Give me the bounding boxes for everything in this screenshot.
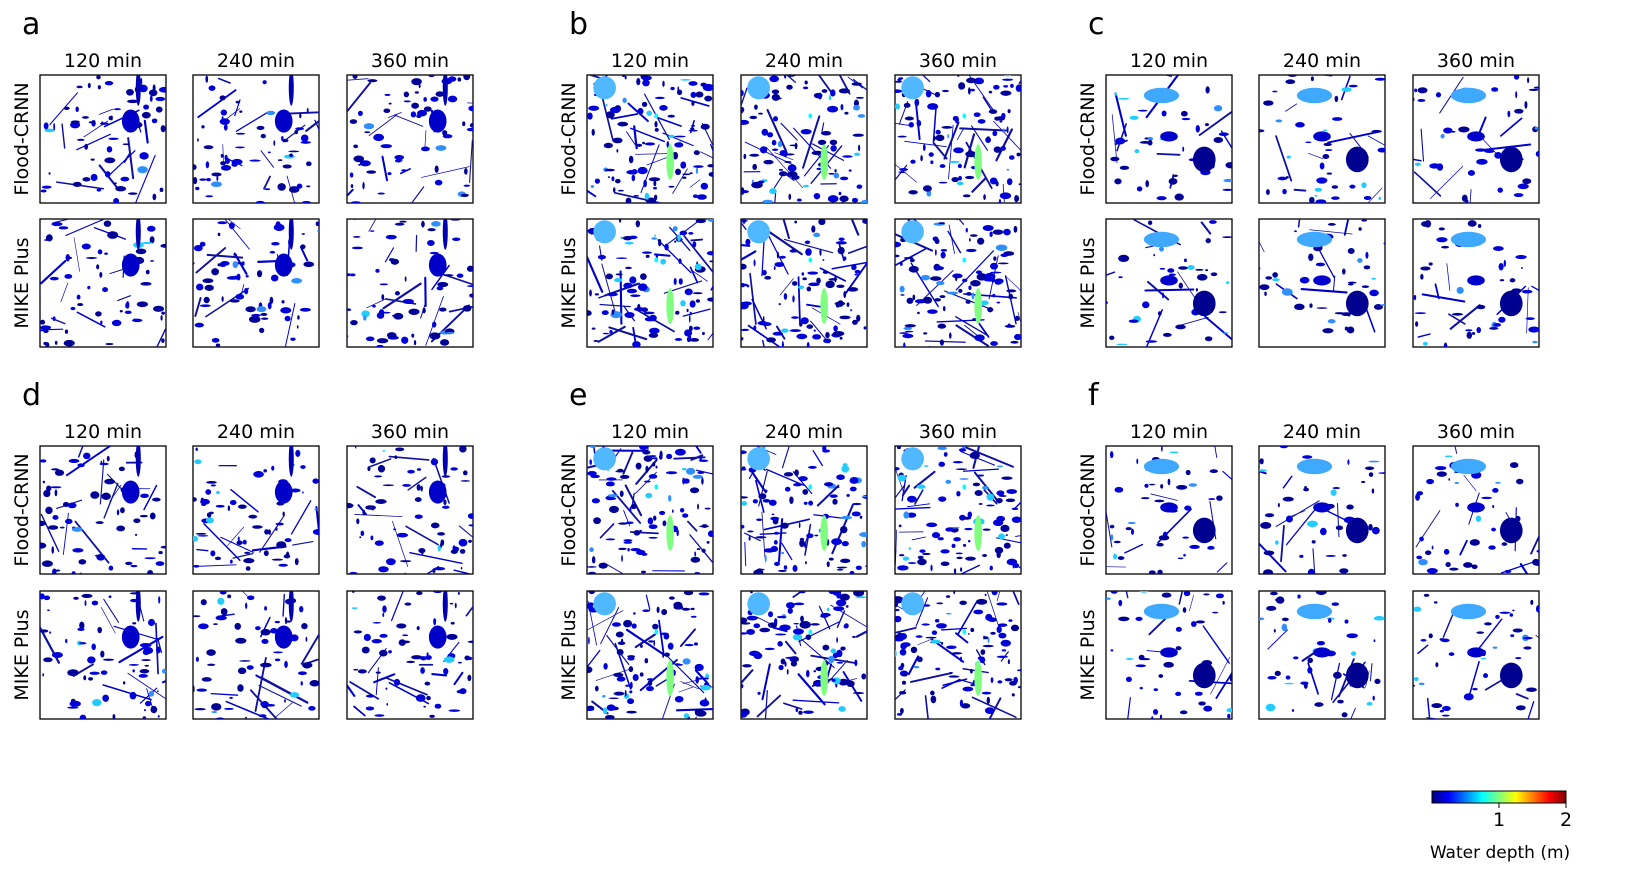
flood-depth-map — [1259, 591, 1385, 719]
time-label: 360 min — [919, 50, 997, 72]
panel-letter: d — [22, 378, 41, 413]
colorbar-label: Water depth (m) — [1430, 843, 1570, 863]
flood-depth-map — [1106, 591, 1232, 719]
time-label: 240 min — [217, 50, 295, 72]
map-frame — [346, 74, 474, 204]
flood-depth-map — [40, 446, 166, 574]
flood-depth-map — [1106, 219, 1232, 347]
time-label: 120 min — [611, 421, 689, 443]
flood-depth-map — [193, 446, 319, 571]
panel-letter: e — [569, 378, 587, 413]
flood-depth-map — [347, 219, 473, 347]
flood-depth-map — [895, 591, 1021, 719]
time-label: 240 min — [1283, 421, 1361, 443]
panel-letter: c — [1088, 7, 1105, 42]
model-label: Flood-CRNN — [558, 453, 580, 566]
model-label: Flood-CRNN — [558, 82, 580, 195]
flood-depth-map — [895, 75, 1021, 203]
flood-depth-map — [40, 591, 166, 719]
panel-e: e 120 min 240 min 360 min Flood-CRNN MIKE Plu… — [558, 378, 1022, 720]
time-label: 120 min — [1130, 50, 1208, 72]
flood-depth-map — [193, 219, 319, 347]
panel-d: d 120 min 240 min 360 min Flood-CRNN MIKE Plu… — [11, 378, 474, 720]
time-label: 360 min — [1437, 50, 1515, 72]
panel-f: f 120 min 240 min 360 min Flood-CRNN MIKE Plu… — [1077, 378, 1540, 720]
map-frame — [192, 74, 320, 204]
panel-b: b 120 min 240 min 360 min Flood-CRNN MIKE Plu… — [558, 7, 1022, 348]
flood-depth-map — [347, 446, 473, 574]
model-label: Flood-CRNN — [11, 453, 33, 566]
flood-depth-map — [1413, 219, 1539, 347]
flood-depth-map — [895, 446, 1021, 574]
flood-depth-map — [587, 446, 713, 574]
model-label: MIKE Plus — [1077, 237, 1099, 328]
model-label: MIKE Plus — [11, 609, 33, 700]
panel-c: c 120 min 240 min 360 min Flood-CRNN MIKE Plu… — [1077, 7, 1540, 348]
map-frame — [346, 218, 474, 348]
panel-letter: a — [22, 7, 40, 42]
panel-letter: f — [1088, 378, 1100, 413]
flood-depth-map — [741, 591, 867, 719]
time-label: 240 min — [217, 421, 295, 443]
flood-depth-map — [741, 446, 867, 574]
time-label: 120 min — [611, 50, 689, 72]
model-label: MIKE Plus — [11, 237, 33, 328]
time-label: 240 min — [765, 421, 843, 443]
flood-depth-map — [40, 219, 166, 347]
model-label: Flood-CRNN — [1077, 453, 1099, 566]
time-label: 240 min — [1283, 50, 1361, 72]
flood-depth-map — [587, 591, 713, 719]
flood-depth-map — [587, 219, 713, 347]
model-label: MIKE Plus — [1077, 609, 1099, 700]
time-label: 360 min — [371, 50, 449, 72]
time-label: 120 min — [64, 421, 142, 443]
flood-depth-map — [895, 219, 1021, 347]
colorbar-tick-label: 2 — [1560, 809, 1572, 831]
flood-depth-map — [741, 75, 867, 203]
flood-depth-map — [347, 75, 473, 203]
flood-depth-map — [193, 591, 319, 719]
flood-depth-map — [1413, 593, 1539, 719]
flood-depth-map — [741, 219, 867, 347]
time-label: 120 min — [1130, 421, 1208, 443]
model-label: MIKE Plus — [558, 237, 580, 328]
flood-depth-map — [587, 75, 713, 203]
flood-depth-map — [1259, 446, 1385, 574]
model-label: Flood-CRNN — [1077, 82, 1099, 195]
flood-depth-map — [1415, 446, 1539, 574]
model-label: Flood-CRNN — [11, 82, 33, 195]
flood-depth-map — [193, 75, 319, 203]
panel-a: a 120 min 240 min 360 min Flood-CRNN MIKE Plu… — [11, 7, 474, 348]
flood-depth-map — [1413, 75, 1539, 203]
colorbar-tick-label: 1 — [1493, 809, 1505, 831]
map-frame — [39, 74, 167, 204]
flood-depth-map — [40, 75, 166, 203]
time-label: 360 min — [371, 421, 449, 443]
flood-depth-map — [1110, 75, 1232, 201]
time-label: 240 min — [765, 50, 843, 72]
time-label: 360 min — [919, 421, 997, 443]
panels-layer: a 120 min 240 min 360 min Flood-CRNN MIKE Plu… — [11, 7, 1540, 720]
time-label: 120 min — [64, 50, 142, 72]
flood-depth-map — [1106, 446, 1232, 574]
time-label: 360 min — [1437, 421, 1515, 443]
map-frame — [192, 218, 320, 348]
panel-letter: b — [569, 7, 588, 42]
model-label: MIKE Plus — [558, 609, 580, 700]
colorbar-bar — [1431, 790, 1567, 804]
flood-depth-map — [1259, 219, 1385, 334]
map-frame — [346, 445, 474, 575]
flood-depth-map — [1259, 75, 1385, 203]
flood-depth-map — [347, 591, 473, 718]
